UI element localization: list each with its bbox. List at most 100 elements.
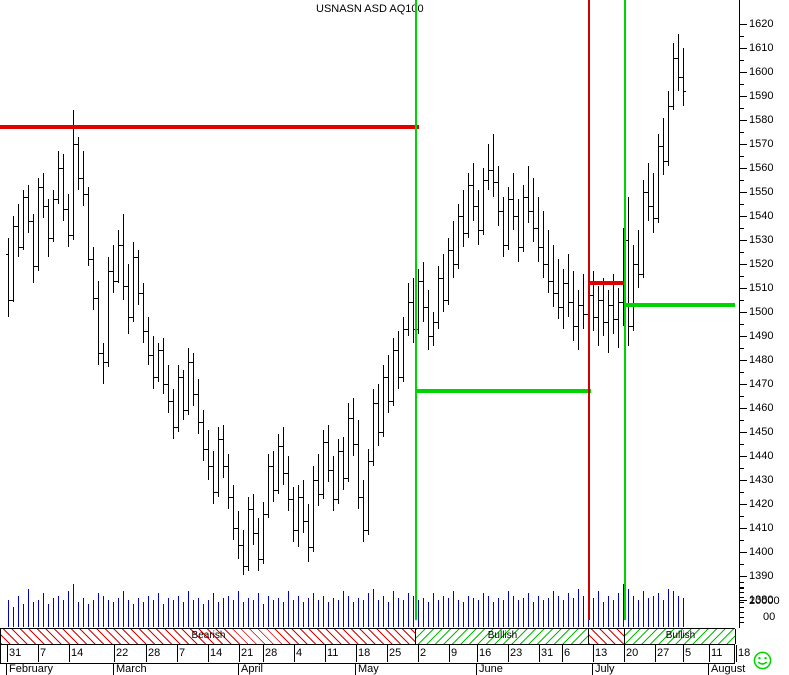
bar-open-tick [181, 376, 184, 378]
ohlc-bar [456, 204, 461, 269]
price-tick [740, 552, 747, 553]
support-line[interactable] [625, 302, 735, 307]
bar-range [23, 189, 24, 250]
signal-band[interactable]: Bearish Bullish Bullish [0, 628, 736, 645]
bar-close-tick [193, 393, 196, 395]
volume-baseline-tick [93, 620, 94, 627]
day-divider [69, 645, 70, 662]
bar-close-tick [523, 196, 526, 198]
volume-baseline-tick [413, 620, 414, 627]
volume-bar [533, 602, 534, 620]
signal-marker-line[interactable] [588, 0, 590, 620]
ohlc-bar [316, 453, 321, 507]
price-tick [740, 504, 747, 505]
bar-open-tick [21, 247, 24, 249]
support-line[interactable] [415, 389, 591, 394]
bar-open-tick [351, 417, 354, 419]
volume-baseline-tick [273, 620, 274, 627]
bar-open-tick [31, 220, 34, 222]
signal-segment-bearish[interactable] [589, 629, 625, 644]
volume-baseline-tick [353, 620, 354, 627]
bar-open-tick [36, 266, 39, 268]
volume-bar [568, 593, 569, 620]
resistance-line[interactable] [588, 281, 626, 286]
ohlc-bar [441, 254, 446, 312]
ohlc-bar [356, 420, 361, 509]
chart-plot-area[interactable] [0, 0, 735, 620]
ohlc-bar [96, 280, 101, 365]
ohlc-bar [626, 196, 631, 346]
volume-bar [93, 600, 94, 620]
ohlc-bar [571, 271, 576, 341]
volume-baseline-tick [103, 620, 104, 627]
price-minor-tick [740, 324, 744, 325]
volume-bar [473, 597, 474, 620]
bar-close-tick [613, 319, 616, 321]
bar-close-tick [493, 182, 496, 184]
bar-open-tick [586, 314, 589, 316]
volume-bar [13, 606, 14, 620]
bar-close-tick [123, 285, 126, 287]
month-label: May [358, 663, 379, 675]
bar-open-tick [91, 259, 94, 261]
bar-close-tick [83, 194, 86, 196]
volume-bar [273, 600, 274, 620]
bar-close-tick [118, 244, 121, 246]
bar-open-tick [56, 199, 59, 201]
price-minor-tick [740, 36, 744, 37]
bar-close-tick [138, 292, 141, 294]
volume-baseline-tick [193, 620, 194, 627]
bar-close-tick [673, 57, 676, 59]
bar-range [468, 172, 469, 238]
volume-baseline-tick [58, 620, 59, 627]
bar-open-tick [591, 295, 594, 297]
volume-baseline-tick [443, 620, 444, 627]
bar-range [288, 456, 289, 512]
bar-range [403, 316, 404, 382]
volume-bar [73, 584, 74, 620]
ohlc-bar [376, 384, 381, 447]
bar-close-tick [338, 451, 341, 453]
signal-segment-bullish[interactable]: Bullish [416, 629, 589, 644]
volume-baseline-tick [83, 620, 84, 627]
day-label: 21 [241, 647, 254, 659]
bar-close-tick [548, 280, 551, 282]
volume-bar [663, 600, 664, 620]
resistance-line[interactable] [0, 125, 419, 130]
bar-close-tick [453, 263, 456, 265]
bar-close-tick [538, 247, 541, 249]
signal-segment-hatch [625, 629, 736, 644]
month-label: July [595, 663, 615, 675]
bar-close-tick [683, 91, 686, 93]
price-tick [740, 240, 747, 241]
volume-bar [138, 597, 139, 620]
day-label: 31 [9, 647, 22, 659]
bar-close-tick [93, 297, 96, 299]
bar-close-tick [88, 259, 91, 261]
volume-baseline-tick [133, 620, 134, 627]
volume-bar [598, 591, 599, 620]
day-divider [7, 645, 8, 662]
signal-segment-bullish[interactable]: Bullish [625, 629, 736, 644]
bar-open-tick [331, 470, 334, 472]
volume-baseline-tick [538, 620, 539, 627]
bar-close-tick [23, 196, 26, 198]
volume-bar [413, 595, 414, 620]
signal-segment-bearish[interactable]: Bearish [1, 629, 416, 644]
volume-baseline-tick [528, 620, 529, 627]
signal-segment-divider [415, 629, 416, 644]
signal-marker-line[interactable] [624, 0, 626, 620]
price-pane[interactable] [0, 0, 735, 575]
price-tick-label: 1520 [749, 258, 774, 270]
volume-bar [448, 597, 449, 620]
ohlc-bar [266, 453, 271, 519]
signal-marker-line[interactable] [415, 0, 417, 620]
bar-range [678, 33, 679, 92]
price-tick-label: 1580 [749, 114, 774, 126]
ohlc-bar [256, 518, 261, 572]
price-tick [740, 96, 747, 97]
month-divider [708, 663, 709, 675]
bar-open-tick [16, 225, 19, 227]
volume-bar [258, 593, 259, 620]
bar-range [658, 134, 659, 224]
